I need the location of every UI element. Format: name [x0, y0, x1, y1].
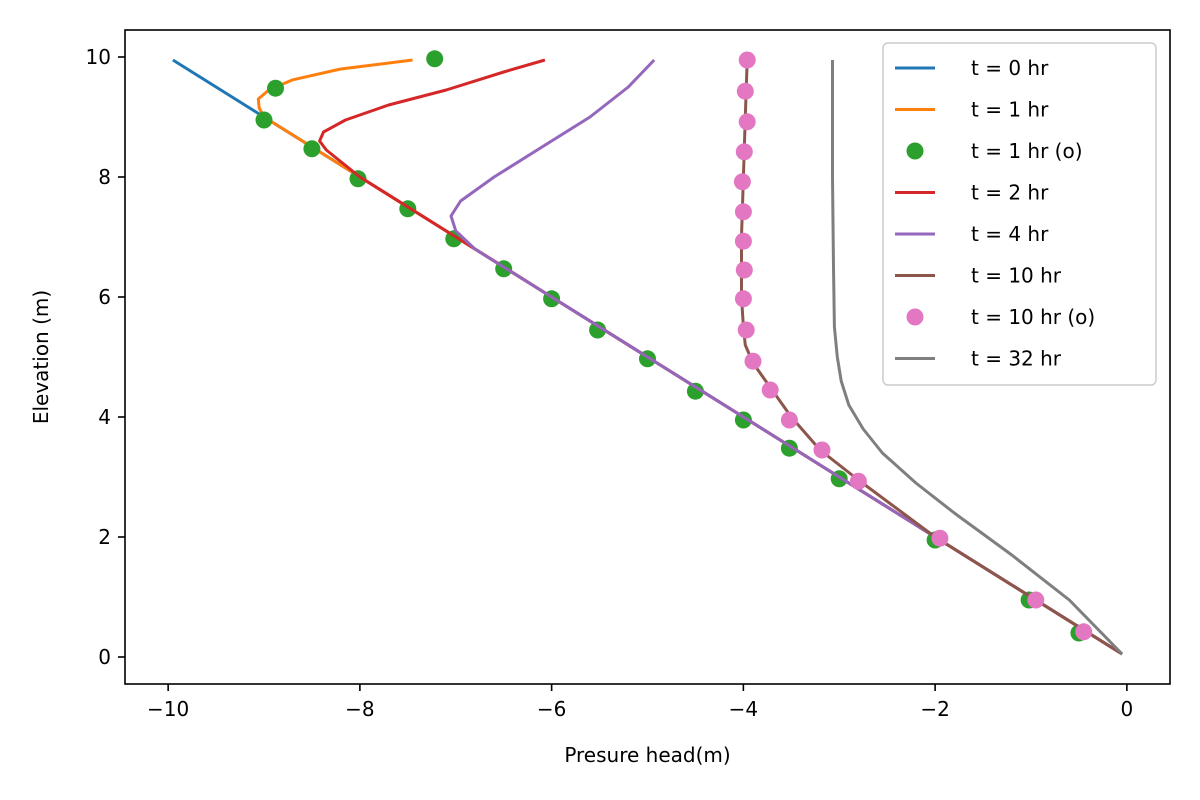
- data-point: [849, 472, 867, 490]
- axes-frame: [124, 29, 1171, 685]
- data-point: [349, 170, 367, 188]
- data-point: [735, 261, 753, 279]
- data-point: [589, 321, 607, 339]
- y-tick-label: 4: [98, 405, 111, 429]
- legend-label: t = 32 hr: [971, 347, 1062, 371]
- data-point: [735, 143, 753, 161]
- data-point: [734, 203, 752, 221]
- legend-item: t = 1 hr (o): [906, 139, 1083, 163]
- legend: t = 0 hr t = 1 hr t = 1 hr (o) t = 2 hr t = …: [882, 42, 1157, 386]
- y-axis-label: Elevation (m): [29, 290, 53, 424]
- data-point: [734, 232, 752, 250]
- data-point: [738, 113, 756, 131]
- x-tick-label: −4: [729, 697, 758, 721]
- legend-label: t = 4 hr: [971, 222, 1049, 246]
- legend-item: t = 4 hr: [895, 222, 1049, 246]
- legend-label: t = 10 hr: [971, 264, 1062, 288]
- x-tick-label: −10: [147, 697, 189, 721]
- x-tick-label: 0: [1120, 697, 1133, 721]
- legend-item: t = 0 hr: [895, 56, 1049, 80]
- data-point: [780, 411, 798, 429]
- data-point: [744, 352, 762, 370]
- legend-item: t = 32 hr: [895, 347, 1062, 371]
- y-tick-label: 2: [98, 525, 111, 549]
- data-point: [734, 290, 752, 308]
- data-point: [267, 79, 284, 97]
- plot-series-layer: [172, 50, 1124, 656]
- y-tick-label: 0: [98, 645, 111, 669]
- data-point: [737, 321, 755, 339]
- x-tick-label: −2: [920, 697, 949, 721]
- legend-item: t = 10 hr: [895, 264, 1062, 288]
- legend-label: t = 2 hr: [971, 181, 1049, 205]
- legend-item: t = 2 hr: [895, 181, 1049, 205]
- data-point: [426, 50, 444, 68]
- legend-label: t = 10 hr (o): [971, 305, 1095, 329]
- data-point: [1027, 591, 1045, 609]
- y-axis-ticks: 0 2 4 6 8 10: [86, 45, 125, 669]
- legend-swatch: [906, 308, 924, 326]
- data-point: [1075, 623, 1093, 641]
- data-point: [813, 441, 831, 459]
- data-point: [761, 381, 779, 399]
- data-point: [738, 51, 756, 69]
- data-point: [733, 173, 751, 191]
- x-tick-label: −6: [537, 697, 566, 721]
- legend-box: [882, 42, 1157, 386]
- y-tick-label: 10: [86, 45, 111, 69]
- data-point: [255, 111, 273, 129]
- legend-label: t = 1 hr (o): [971, 139, 1083, 163]
- x-axis-ticks: −10 −8 −6 −4 −2 0: [147, 684, 1133, 721]
- legend-swatch: [906, 142, 924, 160]
- y-tick-label: 8: [98, 165, 111, 189]
- legend-item: t = 10 hr (o): [906, 305, 1095, 329]
- x-tick-label: −8: [345, 697, 374, 721]
- series-4-line: [449, 58, 1123, 656]
- legend-item: t = 1 hr: [895, 98, 1049, 122]
- legend-label: t = 1 hr: [971, 98, 1049, 122]
- series-6-markers: [733, 51, 1093, 641]
- legend-label: t = 0 hr: [971, 56, 1049, 80]
- series-7-line: [831, 60, 1124, 656]
- data-point: [736, 82, 754, 100]
- data-point: [931, 529, 949, 547]
- y-tick-label: 6: [98, 285, 111, 309]
- data-point: [686, 382, 704, 400]
- data-point: [303, 140, 321, 158]
- x-axis-label: Presure head(m): [564, 743, 730, 767]
